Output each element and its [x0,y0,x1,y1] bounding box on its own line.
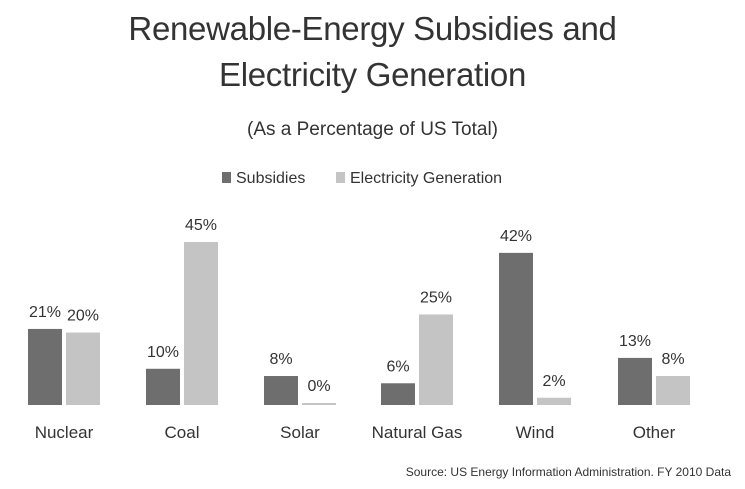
data-label-nuclear-subsidies: 21% [29,304,61,321]
data-label-other-subsidies: 13% [619,333,651,350]
legend-label-1: Electricity Generation [350,170,502,187]
chart-subtitle: (As a Percentage of US Total) [247,119,498,140]
data-label-natural-gas-subsidies: 6% [386,358,409,375]
bar-natural-gas-electricity-generation [419,314,453,405]
data-label-solar-electricity-generation: 0% [307,378,330,395]
legend-swatch-0 [222,172,231,183]
bar-wind-electricity-generation [537,397,571,405]
data-label-wind-electricity-generation: 2% [542,373,565,390]
data-label-natural-gas-electricity-generation: 25% [420,289,452,306]
category-label-wind: Wind [516,423,555,442]
bar-wind-subsidies [499,252,533,405]
data-label-coal-subsidies: 10% [147,344,179,361]
data-label-solar-subsidies: 8% [269,351,292,368]
data-label-other-electricity-generation: 8% [661,351,684,368]
bar-natural-gas-subsidies [381,383,415,405]
bar-nuclear-subsidies [28,328,62,405]
data-label-wind-subsidies: 42% [500,228,532,245]
chart-title-line-2: Electricity Generation [218,56,527,93]
bar-coal-subsidies [146,368,180,405]
bar-solar-electricity-generation [302,403,336,405]
chart-title-line-1: Renewable-Energy Subsidies and [128,10,617,47]
data-label-nuclear-electricity-generation: 20% [67,308,99,325]
category-label-nuclear: Nuclear [35,423,94,442]
category-label-solar: Solar [280,423,320,442]
bar-nuclear-electricity-generation [66,332,100,405]
data-label-coal-electricity-generation: 45% [185,217,217,234]
category-label-natural-gas: Natural Gas [372,423,463,442]
bar-coal-electricity-generation [184,242,218,405]
category-label-coal: Coal [165,423,200,442]
chart-source: Source: US Energy Information Administra… [405,465,731,479]
legend-swatch-1 [336,172,345,183]
bar-other-electricity-generation [656,376,690,405]
legend-label-0: Subsidies [236,170,305,187]
bar-solar-subsidies [264,376,298,405]
category-label-other: Other [633,423,676,442]
bar-other-subsidies [618,357,652,405]
